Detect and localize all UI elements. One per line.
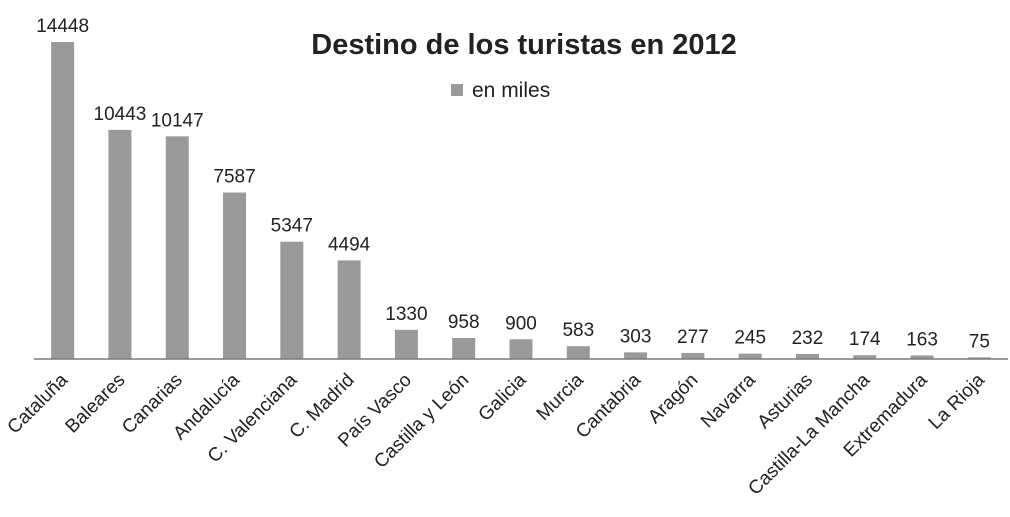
- bar-6: [394, 329, 418, 359]
- bar-10: [624, 352, 648, 359]
- legend-label: en miles: [472, 79, 550, 102]
- x-tick-label-12: Navarra: [697, 369, 760, 432]
- data-label-0: 14448: [36, 16, 89, 37]
- bar-7: [452, 337, 476, 359]
- x-tick-label-8: Galicia: [475, 369, 531, 425]
- data-label-16: 75: [969, 331, 990, 352]
- bar-15: [910, 355, 934, 359]
- bar-12: [738, 353, 762, 359]
- bar-3: [223, 192, 247, 359]
- legend: en miles: [451, 79, 550, 102]
- bar-2: [165, 136, 189, 359]
- x-tick-label-9: Murcia: [533, 369, 588, 424]
- data-label-2: 10147: [151, 110, 204, 131]
- bar-14: [853, 355, 877, 359]
- bar-16: [967, 357, 991, 359]
- data-label-3: 7587: [213, 167, 255, 188]
- data-label-10: 303: [620, 326, 652, 347]
- data-label-4: 5347: [271, 216, 313, 237]
- bars-group: [51, 42, 991, 359]
- bar-1: [108, 129, 132, 359]
- data-label-7: 958: [448, 312, 480, 333]
- data-label-12: 245: [734, 328, 766, 349]
- legend-swatch: [451, 84, 463, 96]
- bar-5: [337, 260, 361, 359]
- bar-8: [509, 339, 533, 359]
- data-label-14: 174: [849, 329, 881, 350]
- data-label-5: 4494: [328, 234, 371, 255]
- bar-4: [280, 241, 304, 359]
- bar-13: [795, 353, 819, 359]
- bar-0: [51, 42, 75, 359]
- data-label-15: 163: [906, 329, 938, 350]
- data-labels-group: 14448 10443 10147 7587 5347 4494 1330 958 900 583…: [36, 16, 990, 352]
- data-label-6: 1330: [385, 304, 427, 325]
- data-label-9: 583: [562, 320, 594, 341]
- data-label-1: 10443: [94, 104, 147, 125]
- x-tick-label-16: La Rioja: [925, 369, 989, 433]
- data-label-8: 900: [505, 313, 537, 334]
- x-tick-label-1: Baleares: [62, 370, 130, 438]
- data-label-13: 232: [792, 328, 824, 349]
- bar-9: [566, 346, 590, 359]
- x-tick-label-11: Aragón: [644, 370, 702, 428]
- data-label-11: 277: [677, 327, 709, 348]
- bar-11: [681, 352, 705, 359]
- x-tick-label-0: Cataluña: [4, 369, 73, 438]
- chart-title: Destino de los turistas en 2012: [311, 29, 736, 61]
